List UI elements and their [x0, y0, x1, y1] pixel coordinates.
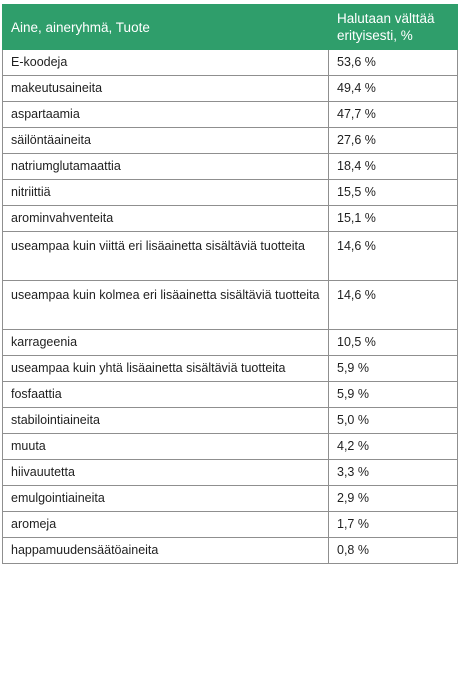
header-avoid-percent: Halutaan välttää erityisesti, % — [328, 4, 458, 50]
additives-table: Aine, aineryhmä, Tuote Halutaan välttää … — [2, 4, 458, 564]
row-value: 47,7 % — [328, 101, 458, 128]
table-row: muuta 4,2 % — [2, 433, 458, 460]
row-value: 53,6 % — [328, 49, 458, 76]
row-value: 15,1 % — [328, 205, 458, 232]
table-row: natriumglutamaattia 18,4 % — [2, 153, 458, 180]
row-name: natriumglutamaattia — [2, 153, 329, 180]
row-name: E-koodeja — [2, 49, 329, 76]
row-name: hiivauutetta — [2, 459, 329, 486]
table-row: aspartaamia 47,7 % — [2, 101, 458, 128]
row-name: useampaa kuin viittä eri lisäainetta sis… — [2, 231, 329, 281]
header-substance: Aine, aineryhmä, Tuote — [2, 4, 329, 50]
row-name: karrageenia — [2, 329, 329, 356]
row-name: aspartaamia — [2, 101, 329, 128]
row-name: happamuudensäätöaineita — [2, 537, 329, 564]
row-name: makeutusaineita — [2, 75, 329, 102]
additives-table-container: Aine, aineryhmä, Tuote Halutaan välttää … — [2, 4, 458, 564]
row-name: säilöntäaineita — [2, 127, 329, 154]
table-row: fosfaattia 5,9 % — [2, 381, 458, 408]
row-value: 27,6 % — [328, 127, 458, 154]
table-row: karrageenia 10,5 % — [2, 329, 458, 356]
row-name: fosfaattia — [2, 381, 329, 408]
row-name: aromeja — [2, 511, 329, 538]
row-name: nitriittiä — [2, 179, 329, 206]
table-row: stabilointiaineita 5,0 % — [2, 407, 458, 434]
table-row: arominvahventeita 15,1 % — [2, 205, 458, 232]
row-value: 18,4 % — [328, 153, 458, 180]
row-name: useampaa kuin kolmea eri lisäainetta sis… — [2, 280, 329, 330]
table-row: hiivauutetta 3,3 % — [2, 459, 458, 486]
row-value: 2,9 % — [328, 485, 458, 512]
row-value: 0,8 % — [328, 537, 458, 564]
row-value: 14,6 % — [328, 280, 458, 330]
row-value: 3,3 % — [328, 459, 458, 486]
row-value: 49,4 % — [328, 75, 458, 102]
table-header-row: Aine, aineryhmä, Tuote Halutaan välttää … — [2, 4, 458, 50]
table-row: säilöntäaineita 27,6 % — [2, 127, 458, 154]
row-name: useampaa kuin yhtä lisäainetta sisältävi… — [2, 355, 329, 382]
table-row: happamuudensäätöaineita 0,8 % — [2, 537, 458, 564]
table-row: E-koodeja 53,6 % — [2, 49, 458, 76]
row-name: muuta — [2, 433, 329, 460]
row-value: 4,2 % — [328, 433, 458, 460]
row-value: 14,6 % — [328, 231, 458, 281]
table-row: aromeja 1,7 % — [2, 511, 458, 538]
table-row: emulgointiaineita 2,9 % — [2, 485, 458, 512]
table-row: useampaa kuin viittä eri lisäainetta sis… — [2, 231, 458, 281]
row-value: 5,9 % — [328, 355, 458, 382]
table-row: useampaa kuin yhtä lisäainetta sisältävi… — [2, 355, 458, 382]
row-value: 15,5 % — [328, 179, 458, 206]
table-row: nitriittiä 15,5 % — [2, 179, 458, 206]
table-row: makeutusaineita 49,4 % — [2, 75, 458, 102]
row-value: 10,5 % — [328, 329, 458, 356]
row-value: 5,0 % — [328, 407, 458, 434]
row-value: 5,9 % — [328, 381, 458, 408]
row-name: stabilointiaineita — [2, 407, 329, 434]
row-value: 1,7 % — [328, 511, 458, 538]
row-name: arominvahventeita — [2, 205, 329, 232]
row-name: emulgointiaineita — [2, 485, 329, 512]
table-row: useampaa kuin kolmea eri lisäainetta sis… — [2, 280, 458, 330]
